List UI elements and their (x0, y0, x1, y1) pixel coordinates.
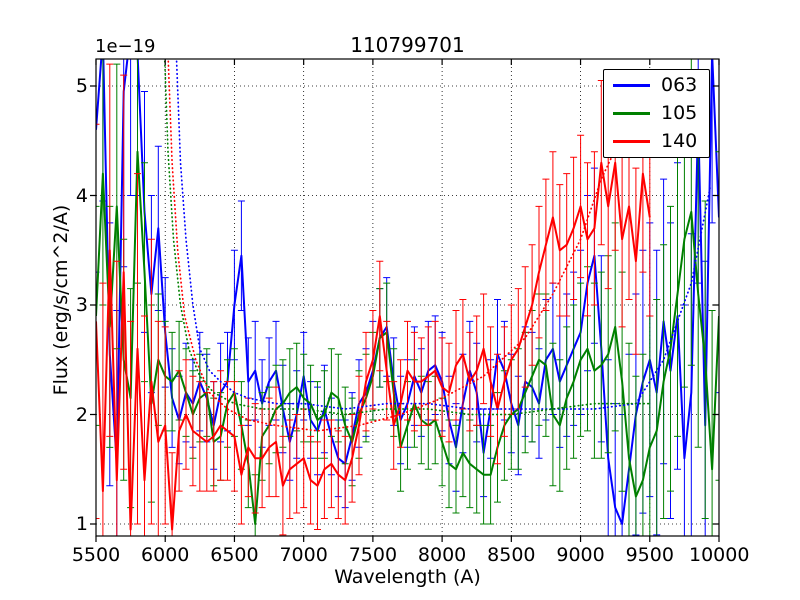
y-tick-label: 4 (75, 184, 88, 207)
plot-title: 110799701 (350, 33, 465, 57)
x-tick-label: 8500 (487, 544, 536, 566)
legend-line-green (613, 111, 650, 115)
legend-entry-063: 063 (604, 76, 709, 95)
series-140 (96, 161, 651, 531)
tick-marks (90, 59, 720, 542)
x-tick-label: 7500 (348, 544, 398, 566)
x-tick-label: 8000 (417, 544, 467, 566)
legend-entry-105: 105 (604, 101, 709, 124)
axes-frame (95, 58, 720, 537)
legend-line-red (613, 139, 650, 143)
x-axis-label: Wavelength (A) (334, 566, 481, 588)
legend-line-blue (613, 84, 650, 88)
legend-label: 063 (661, 74, 698, 97)
y-axis-offset-text: 1e−19 (95, 36, 156, 57)
x-tick-label: 9000 (556, 544, 605, 566)
y-tick-label: 1 (75, 513, 88, 535)
legend-entry-140: 140 (604, 129, 709, 152)
x-tick-label: 6500 (210, 544, 259, 566)
x-tick-label: 9500 (625, 544, 674, 566)
y-tick-label: 5 (75, 75, 88, 97)
x-tick-label: 6000 (141, 544, 190, 566)
series-140-model (167, 59, 621, 432)
y-tick-label: 2 (75, 403, 88, 426)
x-tick-label: 7000 (279, 544, 328, 566)
legend-box: 063 105 140 (603, 69, 710, 158)
y-tick-label: 3 (75, 294, 88, 316)
x-tick-label: 10000 (689, 544, 750, 566)
legend-label: 105 (661, 101, 698, 124)
x-tick-label: 5500 (71, 544, 121, 566)
series-063-model (175, 59, 712, 410)
legend-label: 140 (661, 129, 698, 152)
